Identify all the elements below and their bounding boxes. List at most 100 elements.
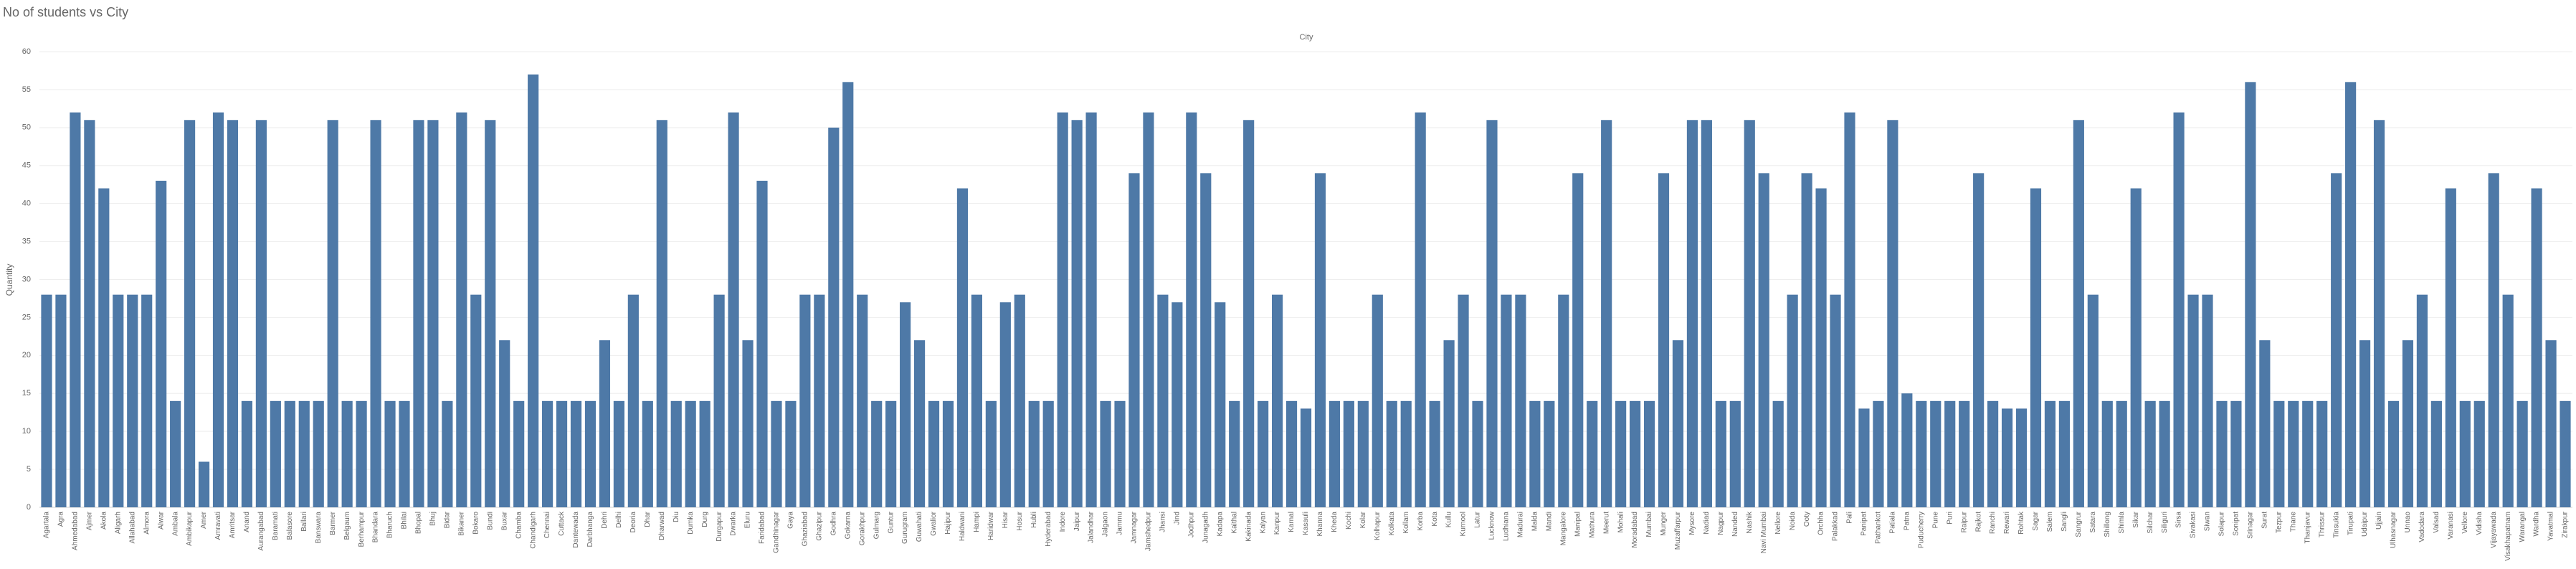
x-tick-label: Haridwar xyxy=(987,511,995,540)
x-tick-label: Pune xyxy=(1931,512,1939,529)
bar xyxy=(1186,112,1197,507)
bar xyxy=(2245,82,2256,508)
x-tick-label: Meerut xyxy=(1602,512,1610,534)
bar xyxy=(742,340,754,507)
bar xyxy=(270,400,281,507)
bar xyxy=(1758,173,1769,508)
x-tick-label: Balasore xyxy=(286,512,294,540)
x-tick-label: Rohtak xyxy=(2017,511,2025,535)
bar xyxy=(799,294,811,507)
bar xyxy=(241,400,253,507)
x-tick-label: Kurnool xyxy=(1460,512,1468,536)
bar xyxy=(1901,393,1913,507)
x-tick-label: Navi Mumbai xyxy=(1760,512,1768,553)
x-tick-label: Manipal xyxy=(1574,512,1582,537)
bar xyxy=(2202,294,2213,507)
x-tick-label: Kanpur xyxy=(1273,511,1281,535)
x-tick-label: Jalandhar xyxy=(1088,511,1095,543)
bar xyxy=(2288,400,2299,507)
x-tick-label: Aligarh xyxy=(114,512,122,534)
bar xyxy=(1916,400,1927,507)
bar xyxy=(1615,400,1627,507)
x-tick-label: Yavatmal xyxy=(2547,512,2555,541)
bar xyxy=(2545,340,2557,507)
x-tick-label: Kadapa xyxy=(1216,512,1224,537)
bar xyxy=(584,400,597,507)
x-tick-label: Ulhasnagar xyxy=(2390,511,2397,548)
x-tick-label: Jind xyxy=(1173,512,1181,525)
y-tick-label: 35 xyxy=(22,237,31,245)
bar xyxy=(1987,400,1999,507)
bar xyxy=(2073,120,2084,507)
x-tick-label: Silchar xyxy=(2147,511,2154,533)
bar xyxy=(212,112,224,507)
x-tick-label: Thrissur xyxy=(2318,511,2326,537)
bar xyxy=(1171,302,1183,507)
x-tick-label: Almora xyxy=(143,512,151,535)
bar xyxy=(728,112,739,507)
x-tick-label: Hajipur xyxy=(944,511,952,534)
bar xyxy=(413,120,424,507)
bar xyxy=(2345,82,2357,508)
bar xyxy=(2359,340,2371,507)
x-tick-label: Jamshedpur xyxy=(1145,511,1153,551)
x-tick-label: Chamba xyxy=(515,512,523,539)
x-tick-label: Thane xyxy=(2289,512,2297,532)
x-tick-label: Durg xyxy=(701,512,709,527)
x-tick-label: Akola xyxy=(100,512,108,530)
x-tick-label: Nadiad xyxy=(1703,512,1711,535)
x-tick-label: Ahmedabad xyxy=(72,512,80,550)
x-tick-label: Kochi xyxy=(1345,512,1353,530)
x-tick-label: Alwar xyxy=(157,511,165,530)
x-tick-label: Ooty xyxy=(1803,512,1811,527)
x-tick-label: Raipur xyxy=(1960,511,1968,532)
x-tick-label: Nanded xyxy=(1731,512,1739,537)
x-tick-label: Ballari xyxy=(300,512,308,532)
x-tick-label: Allahabad xyxy=(128,512,136,543)
bar xyxy=(1057,112,1068,507)
bar xyxy=(1085,112,1097,507)
x-tick-label: Bhandara xyxy=(372,512,380,543)
x-tick-label: Belgaum xyxy=(343,512,351,540)
bar xyxy=(1143,112,1154,507)
bar xyxy=(2087,294,2099,507)
x-tick-label: Dharwad xyxy=(658,512,666,540)
bar xyxy=(141,294,153,507)
x-tick-label: Kolhapur xyxy=(1374,511,1382,540)
bar xyxy=(470,294,482,507)
x-tick-label: Rajkot xyxy=(1974,512,1982,532)
bar xyxy=(70,112,81,507)
x-tick-label: Indore xyxy=(1059,512,1067,532)
x-tick-label: Junagadh xyxy=(1202,512,1209,543)
x-tick-label: Berhampur xyxy=(358,511,366,547)
x-tick-label: Ajmer xyxy=(86,511,94,530)
bar xyxy=(1887,120,1898,507)
bar xyxy=(2030,188,2042,507)
x-tick-label: Orchha xyxy=(1817,512,1825,535)
bar xyxy=(2273,400,2285,507)
bar xyxy=(1701,120,1712,507)
bar xyxy=(828,127,840,508)
bar xyxy=(1686,120,1698,507)
x-tick-label: Chandigarh xyxy=(529,512,537,549)
bar xyxy=(556,400,568,507)
x-tick-label: Kasauli xyxy=(1302,512,1310,535)
bar xyxy=(2488,173,2499,508)
bar xyxy=(2216,400,2228,507)
bar xyxy=(1729,400,1741,507)
bar xyxy=(1300,408,1312,507)
x-tick-label: Warangal xyxy=(2519,512,2527,542)
bar xyxy=(1744,120,1755,507)
bar xyxy=(2173,112,2185,507)
bar xyxy=(642,400,653,507)
x-tick-label: Buxar xyxy=(500,511,508,530)
y-tick-label: 40 xyxy=(22,199,31,208)
x-tick-label: Bidar xyxy=(444,511,452,528)
bar xyxy=(1028,400,1040,507)
x-tick-label: Wardha xyxy=(2533,512,2541,537)
x-tick-label: Mangalore xyxy=(1559,512,1567,546)
bar xyxy=(313,400,324,507)
bar xyxy=(2144,400,2156,507)
x-tick-label: Sikar xyxy=(2132,511,2140,527)
